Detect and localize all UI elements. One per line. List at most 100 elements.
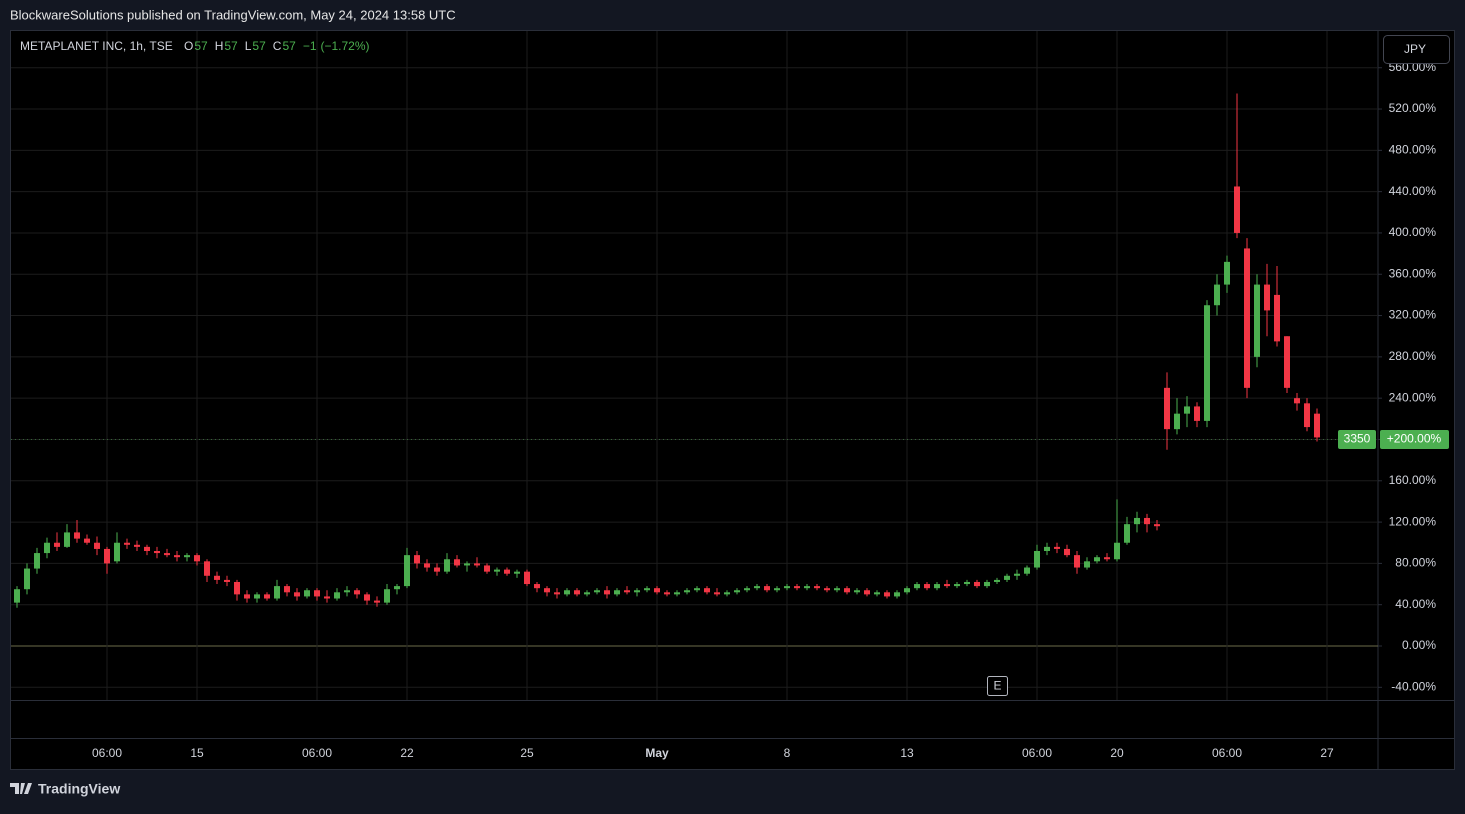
candle-body bbox=[774, 588, 780, 591]
candle-body bbox=[1294, 398, 1300, 404]
candle-body bbox=[1124, 524, 1130, 543]
y-tick-label: 80.00% bbox=[1395, 556, 1436, 570]
y-tick-label: 280.00% bbox=[1389, 349, 1437, 363]
candle-body bbox=[464, 563, 470, 566]
candle-body bbox=[244, 594, 250, 599]
x-tick-label: 22 bbox=[400, 746, 414, 760]
change-pct: (−1.72%) bbox=[321, 39, 370, 53]
candle-body bbox=[204, 561, 210, 576]
currency-button[interactable] bbox=[1383, 35, 1450, 64]
candle-body bbox=[494, 569, 500, 572]
candle-body bbox=[254, 594, 260, 599]
x-tick-label: 20 bbox=[1110, 746, 1124, 760]
candle-body bbox=[274, 586, 280, 599]
candle-body bbox=[544, 588, 550, 593]
candle-body bbox=[1054, 546, 1060, 549]
candle-body bbox=[404, 555, 410, 587]
candle-body bbox=[24, 568, 30, 590]
x-tick-label: 06:00 bbox=[92, 746, 122, 760]
candle-body bbox=[1174, 413, 1180, 430]
candle-body bbox=[34, 553, 40, 569]
candle-body bbox=[324, 596, 330, 599]
candle-body bbox=[904, 588, 910, 593]
symbol: METAPLANET INC, 1h, TSE bbox=[20, 39, 173, 53]
candle-body bbox=[1304, 403, 1310, 428]
legend-key: L bbox=[245, 39, 252, 53]
last-change: +200.00% bbox=[1387, 432, 1442, 446]
candle-body bbox=[764, 586, 770, 591]
candle-body bbox=[734, 590, 740, 593]
candle-body bbox=[694, 588, 700, 591]
candle-body bbox=[594, 590, 600, 593]
y-tick-label: 400.00% bbox=[1389, 225, 1437, 239]
candle-body bbox=[634, 590, 640, 593]
candle-body bbox=[54, 542, 60, 547]
legend-value: 57 bbox=[252, 39, 266, 53]
x-tick-label: 06:00 bbox=[302, 746, 332, 760]
candle-body bbox=[954, 584, 960, 587]
y-tick-label: 160.00% bbox=[1389, 473, 1437, 487]
candle-body bbox=[384, 589, 390, 603]
x-tick-label: May bbox=[645, 746, 669, 760]
candle-body bbox=[754, 586, 760, 589]
candle-body bbox=[64, 532, 70, 547]
earnings-label[interactable]: E bbox=[993, 679, 1001, 693]
candle-body bbox=[374, 600, 380, 603]
candle-body bbox=[424, 563, 430, 568]
candle-body bbox=[1204, 305, 1210, 421]
legend-key: C bbox=[273, 39, 282, 53]
candle-body bbox=[94, 542, 100, 549]
candle-body bbox=[1264, 284, 1270, 311]
earnings-marker[interactable] bbox=[987, 676, 1008, 696]
candle-body bbox=[504, 569, 510, 574]
candle-body bbox=[164, 553, 170, 556]
candle-body bbox=[814, 586, 820, 589]
x-tick-label: 13 bbox=[900, 746, 914, 760]
candle-body bbox=[644, 588, 650, 591]
last-price-box bbox=[1338, 429, 1376, 449]
x-tick-label: 8 bbox=[784, 746, 791, 760]
y-tick-label: 360.00% bbox=[1389, 266, 1437, 280]
y-tick-label: 40.00% bbox=[1395, 597, 1436, 611]
candle-body bbox=[234, 581, 240, 595]
candle-body bbox=[1194, 406, 1200, 421]
candle-body bbox=[1234, 186, 1240, 233]
candle-body bbox=[924, 584, 930, 589]
candle-body bbox=[574, 590, 580, 595]
candle-body bbox=[854, 590, 860, 593]
candle-body bbox=[114, 542, 120, 562]
y-tick-label: 520.00% bbox=[1389, 101, 1437, 115]
candle-body bbox=[524, 571, 530, 585]
candle-body bbox=[1134, 517, 1140, 525]
candle-body bbox=[214, 575, 220, 580]
legend-value: 57 bbox=[282, 39, 296, 53]
candle-body bbox=[294, 592, 300, 597]
x-tick-label: 06:00 bbox=[1022, 746, 1052, 760]
legend-key: H bbox=[215, 39, 224, 53]
candle-body bbox=[514, 571, 520, 574]
candle-body bbox=[314, 590, 320, 597]
candle-body bbox=[84, 538, 90, 543]
candle-body bbox=[1284, 336, 1290, 388]
change: −1 bbox=[303, 39, 317, 53]
candle-body bbox=[824, 588, 830, 591]
currency[interactable]: JPY bbox=[1404, 42, 1426, 56]
candle-body bbox=[794, 586, 800, 589]
legend-value: 57 bbox=[224, 39, 238, 53]
candle-body bbox=[614, 590, 620, 595]
candle-body bbox=[184, 555, 190, 558]
candle-body bbox=[1214, 284, 1220, 306]
candle-body bbox=[1154, 524, 1160, 527]
candle-body bbox=[44, 542, 50, 554]
candle-body bbox=[834, 588, 840, 591]
candle-body bbox=[984, 581, 990, 587]
x-tick-label: 27 bbox=[1320, 746, 1334, 760]
candle-body bbox=[1274, 294, 1280, 342]
candle-body bbox=[1014, 573, 1020, 576]
candle-body bbox=[354, 590, 360, 595]
candle-body bbox=[264, 594, 270, 599]
tradingview-logo: TradingView bbox=[10, 781, 120, 797]
candle-body bbox=[1074, 555, 1080, 568]
candle-body bbox=[534, 584, 540, 589]
candle-body bbox=[174, 555, 180, 558]
